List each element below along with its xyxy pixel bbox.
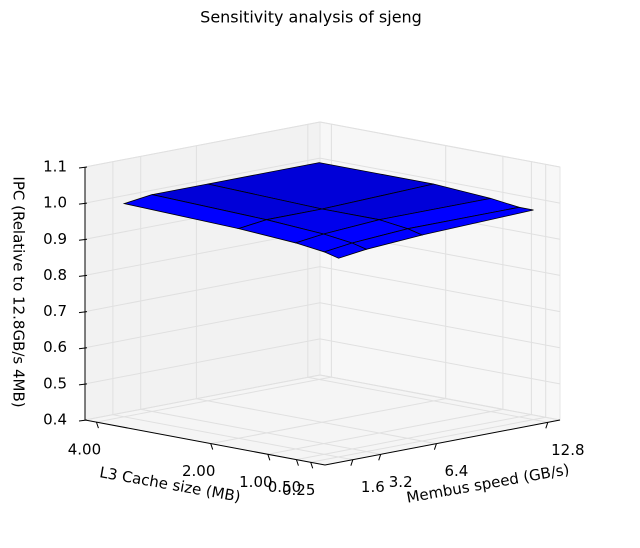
z-tick-label: 0.6 — [43, 338, 67, 356]
surface-face — [323, 242, 368, 259]
tick-mark — [78, 311, 88, 314]
tick-mark — [78, 383, 88, 386]
tick-mark — [78, 166, 88, 169]
grid-line — [84, 121, 561, 168]
tick-mark — [433, 443, 437, 450]
tick-mark — [545, 422, 549, 429]
z-tick-label: 1.0 — [43, 194, 67, 212]
back-pane — [319, 121, 561, 421]
x-tick-label: 1.00 — [239, 473, 272, 491]
tick-mark — [78, 274, 88, 277]
x-tick-label: 2.00 — [182, 462, 215, 480]
x-tick-label: 0.50 — [268, 478, 301, 496]
grid-line — [140, 156, 381, 455]
z-tick-label: 0.7 — [43, 302, 67, 320]
grid-line — [267, 156, 504, 455]
y-axis-label: Membus speed (GB/s) — [405, 460, 571, 506]
tick-mark — [350, 459, 354, 466]
grid-line — [84, 374, 561, 421]
chart-title: Sensitivity analysis of sjeng — [200, 8, 422, 27]
grid-line — [84, 266, 561, 313]
grid-line — [112, 161, 353, 461]
tick-mark — [78, 238, 88, 241]
y-tick-label: 1.6 — [361, 478, 385, 496]
y-tick-label: 12.8 — [551, 441, 584, 459]
tick-mark — [310, 462, 314, 469]
axis-line — [84, 167, 561, 466]
grid-line — [310, 164, 547, 463]
tick-mark — [78, 347, 88, 350]
tick-mark — [95, 421, 99, 429]
x-tick-label: 4.00 — [68, 441, 101, 459]
grid-line — [84, 338, 561, 385]
grid-line — [84, 302, 561, 349]
grid-line — [296, 161, 532, 461]
z-tick-label: 0.8 — [43, 266, 67, 284]
z-axis-label: IPC (Relative to 12.8GB/s 4MB) — [10, 176, 28, 407]
z-tick-label: 1.1 — [43, 158, 67, 176]
y-tick-label: 3.2 — [389, 473, 413, 491]
tick-mark — [295, 459, 299, 466]
y-tick-label: 6.4 — [444, 462, 468, 480]
tick-mark — [78, 202, 88, 205]
z-tick-label: 0.4 — [43, 411, 67, 429]
back-pane — [84, 121, 321, 421]
tick-mark — [378, 454, 382, 461]
tick-mark — [267, 454, 271, 461]
x-axis-label: L3 Cache size (MB) — [98, 463, 242, 506]
tick-mark — [210, 443, 214, 450]
grid-line — [84, 157, 561, 204]
z-tick-label: 0.9 — [43, 230, 67, 248]
z-tick-label: 0.5 — [43, 374, 67, 392]
x-tick-label: 0.25 — [282, 481, 315, 499]
grid-line — [195, 145, 437, 445]
